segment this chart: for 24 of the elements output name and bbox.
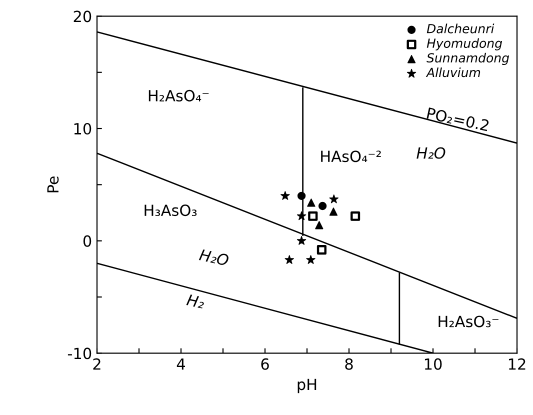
x-axis-title: pH xyxy=(298,378,316,394)
annotation: H₂O xyxy=(416,147,446,159)
x-tick-label: 4 xyxy=(176,358,186,370)
x-tick-label: 10 xyxy=(424,358,442,370)
annotation: H₂O xyxy=(198,248,230,266)
x-tick-label: 12 xyxy=(508,358,526,370)
legend-label: Dalcheunri xyxy=(426,24,494,34)
y-tick-label: 0 xyxy=(83,235,92,247)
annotation: H₂AsO₄⁻ xyxy=(148,90,209,102)
x-tick-label: 6 xyxy=(261,358,269,370)
y-tick-label: 20 xyxy=(74,10,92,22)
y-tick-label: -10 xyxy=(68,348,92,360)
legend-label: Sunnamdong xyxy=(426,52,510,65)
annotation: H₂AsO₃⁻ xyxy=(438,316,498,328)
annotation: HAsO₄⁻² xyxy=(321,150,381,162)
annotation: H₂ xyxy=(186,294,206,309)
annotation: H₃AsO₃ xyxy=(144,204,197,216)
legend-label: Hyomudong xyxy=(426,38,502,50)
annotation: PO₂=0.2 xyxy=(426,107,490,132)
x-tick-label: 8 xyxy=(345,358,353,370)
y-axis-title: Pe xyxy=(47,176,59,192)
x-tick-label: 2 xyxy=(93,358,100,370)
y-tick-label: 10 xyxy=(74,122,92,135)
legend-label: Alluvium xyxy=(426,67,480,78)
